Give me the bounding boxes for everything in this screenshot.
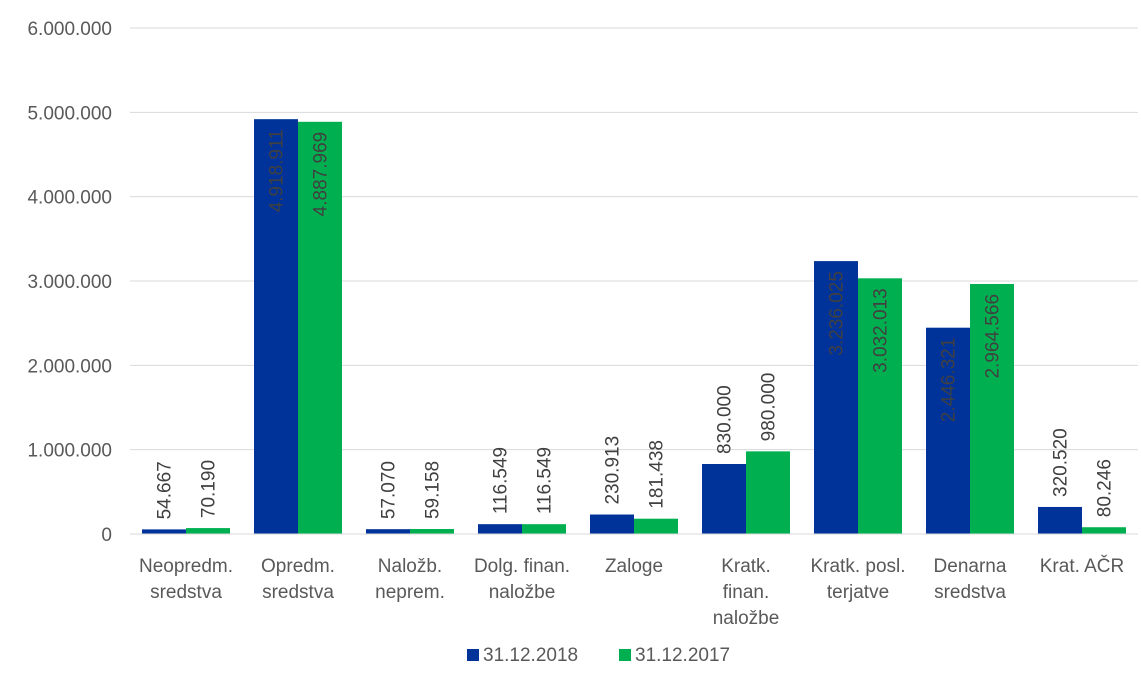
category-label: Kratk. finan. naložbe <box>713 556 780 629</box>
y-tick-label: 6.000.000 <box>27 19 112 40</box>
bar-2018 <box>926 327 970 534</box>
legend-label: 31.12.2018 <box>483 645 578 666</box>
data-label: 980.000 <box>759 373 780 442</box>
bar-2017 <box>970 283 1014 534</box>
bar-2018 <box>702 464 746 534</box>
y-tick-label: 3.000.000 <box>27 272 112 293</box>
bar-2018 <box>814 261 858 534</box>
legend-swatch <box>619 649 631 661</box>
category-label-line: Naložb. <box>378 556 442 577</box>
y-tick-label: 2.000.000 <box>27 356 112 377</box>
bar-2017 <box>858 278 902 534</box>
data-label: 70.190 <box>199 460 220 518</box>
category-label-line: neprem. <box>375 582 445 603</box>
bar-2018 <box>254 119 298 534</box>
data-label: 80.246 <box>1095 459 1116 517</box>
category-label: Naložb. neprem. <box>375 556 445 603</box>
data-label: 4.918.911 <box>267 129 288 212</box>
bars <box>142 119 1126 534</box>
bar-2018 <box>478 524 522 534</box>
bar-2017 <box>634 518 678 534</box>
category-label-line: sredstva <box>150 582 222 603</box>
bar-2017 <box>410 529 454 534</box>
data-label: 116.549 <box>535 447 556 514</box>
x-axis-category-labels: Neopredm. sredstva Opredm. sredstva Naložb. n… <box>139 555 1124 629</box>
category-label-line: Dolg. finan. <box>474 556 570 577</box>
data-label: 54.667 <box>155 461 176 519</box>
category-label: Opredm. sredstva <box>261 556 335 603</box>
data-label: 59.158 <box>423 461 444 519</box>
category-label-line: sredstva <box>262 582 334 603</box>
category-label-line: Neopredm. <box>139 556 233 577</box>
data-label: 57.070 <box>379 461 400 519</box>
data-label: 2.446.321 <box>939 338 960 423</box>
y-axis-tick-labels: 0 1.000.000 2.000.000 3.000.000 4.000.000 5.0… <box>27 19 112 546</box>
legend-label: 31.12.2017 <box>635 645 730 666</box>
category-label: Kratk. posl. terjatve <box>810 556 905 603</box>
bar-2017 <box>186 528 230 534</box>
category-label-line: naložbe <box>489 582 556 603</box>
bar-2017 <box>746 451 790 534</box>
category-label-line: Kratk. posl. <box>810 556 905 577</box>
bar-2018 <box>366 529 410 534</box>
data-label: 181.438 <box>647 440 668 509</box>
data-label: 320.520 <box>1051 428 1072 497</box>
bar-2017 <box>522 524 566 534</box>
category-label: Neopredm. sredstva <box>139 556 233 603</box>
category-label-line: Krat. AČR <box>1040 555 1124 577</box>
category-label-line: Zaloge <box>605 556 663 577</box>
category-label-line: Denarna <box>934 556 1007 577</box>
bar-2017 <box>298 121 342 534</box>
category-label-line: terjatve <box>827 582 889 603</box>
legend: 31.12.2018 31.12.2017 <box>467 645 730 666</box>
bar-2017 <box>1082 527 1126 534</box>
category-label-line: naložbe <box>713 608 780 629</box>
bar-2018 <box>1038 506 1082 534</box>
category-label-line: sredstva <box>934 582 1006 603</box>
data-label: 230.913 <box>603 436 624 505</box>
category-label: Krat. AČR <box>1040 555 1124 577</box>
category-label: Dolg. finan. naložbe <box>474 556 570 603</box>
category-label-line: Opredm. <box>261 556 335 577</box>
y-tick-label: 1.000.000 <box>27 441 112 462</box>
data-label: 2.964.566 <box>983 294 1004 379</box>
data-label: 116.549 <box>491 447 512 514</box>
data-label: 830.000 <box>715 385 736 454</box>
y-tick-label: 4.000.000 <box>27 188 112 209</box>
data-label: 4.887.969 <box>311 132 332 217</box>
category-label: Denarna sredstva <box>934 556 1007 603</box>
data-label: 3.236.025 <box>827 271 848 356</box>
bar-2018 <box>142 529 186 534</box>
category-label-line: Kratk. <box>721 556 771 577</box>
category-label-line: finan. <box>723 582 769 603</box>
category-label: Zaloge <box>605 556 663 577</box>
y-tick-label: 0 <box>101 525 112 546</box>
data-labels: 54.667 70.190 4.918.911 4.887.969 57.070 59.1… <box>155 129 1116 519</box>
data-label: 3.032.013 <box>871 288 892 373</box>
y-tick-label: 5.000.000 <box>27 103 112 124</box>
bar-2018 <box>590 514 634 534</box>
legend-swatch <box>467 649 479 661</box>
